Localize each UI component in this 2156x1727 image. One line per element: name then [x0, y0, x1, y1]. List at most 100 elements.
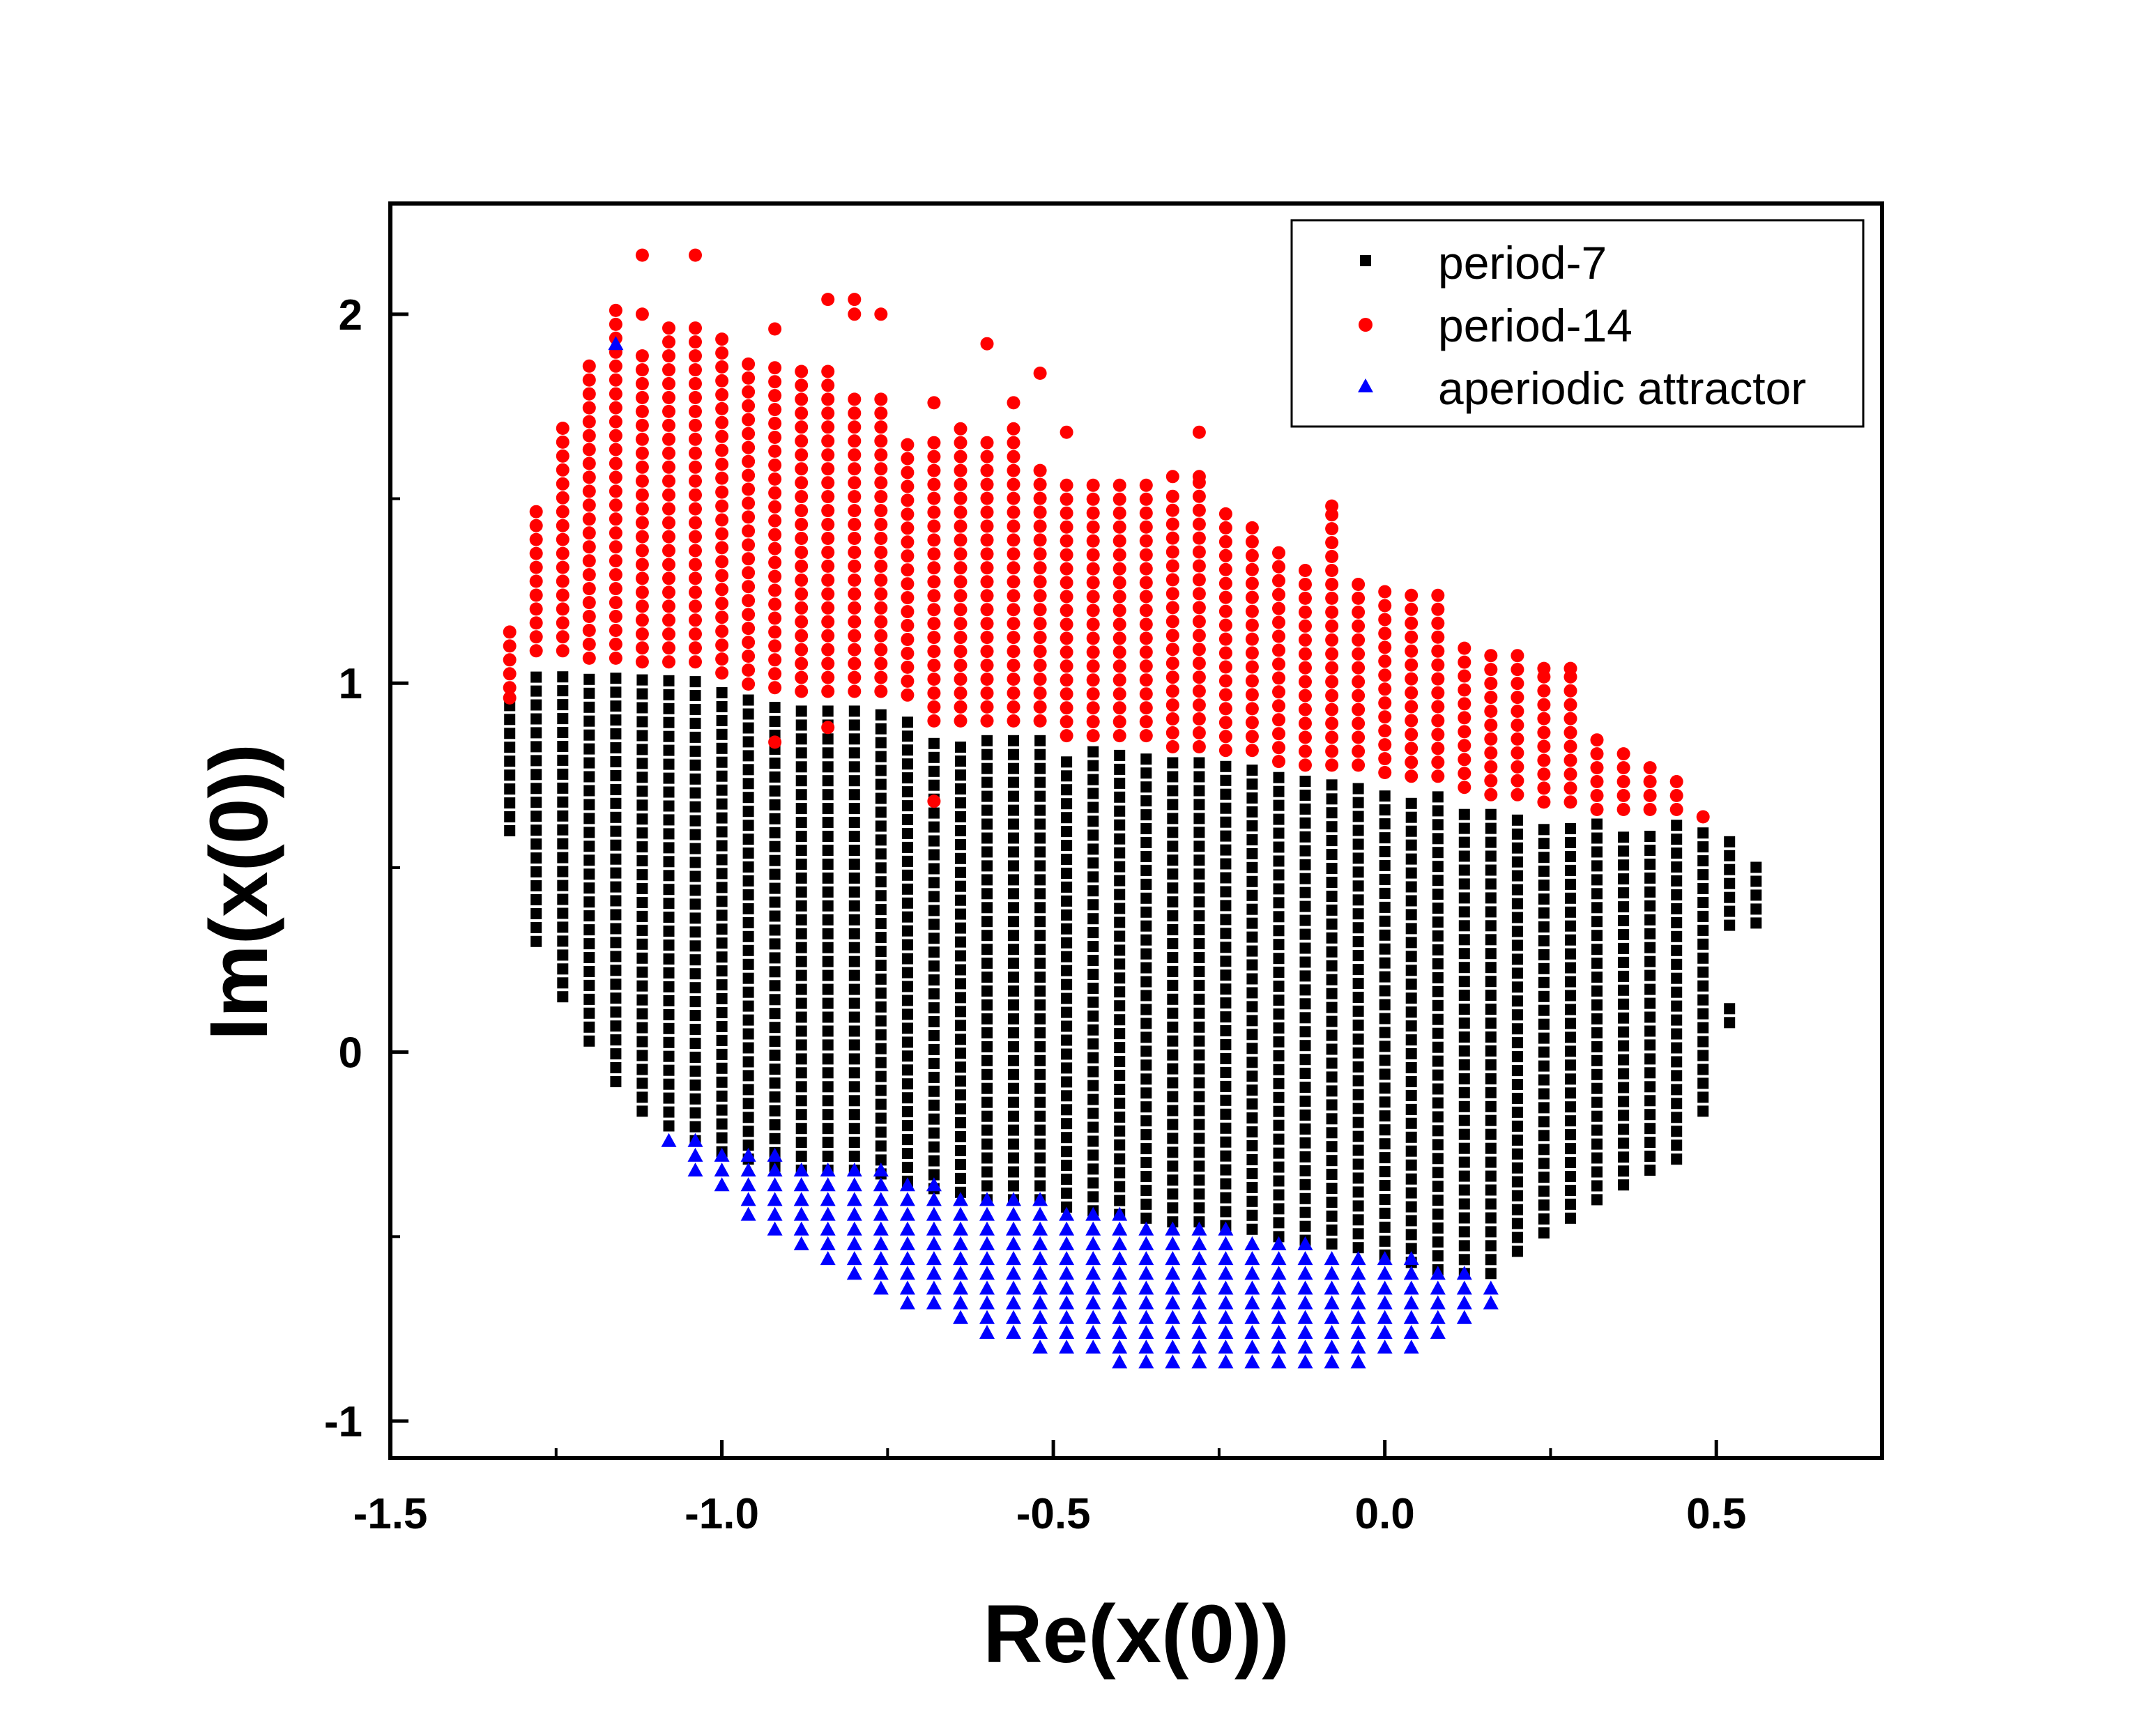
y-tick-label: 1 — [339, 660, 362, 708]
point-period-14 — [848, 307, 862, 321]
point-period-7 — [1326, 1085, 1338, 1097]
point-period-14 — [609, 568, 622, 582]
point-period-7 — [769, 785, 781, 797]
point-period-7 — [1565, 1185, 1576, 1196]
point-aperiodic-attractor — [899, 1295, 915, 1310]
point-period-14 — [1669, 789, 1683, 802]
point-period-7 — [1167, 854, 1179, 866]
point-period-14 — [1113, 604, 1126, 617]
point-aperiodic-attractor — [1085, 1221, 1101, 1236]
point-period-7 — [689, 884, 701, 896]
point-period-7 — [1671, 861, 1683, 873]
point-period-7 — [928, 821, 940, 833]
point-period-14 — [715, 666, 729, 680]
point-period-7 — [848, 1039, 860, 1051]
point-period-7 — [822, 747, 834, 759]
point-period-14 — [1616, 775, 1630, 788]
point-period-7 — [1405, 853, 1417, 865]
point-aperiodic-attractor — [687, 1147, 703, 1162]
point-aperiodic-attractor — [873, 1236, 889, 1250]
point-period-14 — [742, 650, 756, 663]
point-aperiodic-attractor — [1218, 1325, 1234, 1339]
point-period-7 — [504, 755, 516, 767]
point-period-14 — [662, 335, 675, 349]
point-aperiodic-attractor — [899, 1192, 915, 1206]
x-tick-label: -0.5 — [1016, 1490, 1091, 1538]
point-period-7 — [769, 1050, 781, 1061]
point-period-14 — [582, 554, 596, 568]
point-period-7 — [955, 838, 966, 850]
point-period-14 — [1245, 576, 1259, 590]
point-period-7 — [1167, 965, 1179, 977]
point-period-7 — [1405, 811, 1417, 823]
point-period-14 — [1113, 729, 1126, 743]
point-period-14 — [1484, 719, 1498, 732]
point-period-14 — [1007, 673, 1020, 686]
point-period-14 — [848, 504, 862, 518]
point-period-14 — [901, 660, 915, 674]
point-period-14 — [1113, 492, 1126, 506]
point-period-14 — [609, 415, 622, 429]
point-period-7 — [1299, 1068, 1311, 1080]
point-aperiodic-attractor — [1191, 1310, 1207, 1324]
point-period-7 — [1671, 1028, 1683, 1040]
point-period-7 — [1618, 956, 1630, 968]
point-period-7 — [1352, 936, 1364, 948]
point-period-14 — [795, 559, 809, 573]
point-period-7 — [1299, 1082, 1311, 1093]
point-period-14 — [848, 392, 862, 406]
point-period-14 — [1299, 689, 1312, 703]
point-period-7 — [610, 1034, 622, 1046]
point-period-7 — [1405, 825, 1417, 837]
point-period-7 — [822, 1039, 834, 1051]
point-period-14 — [662, 418, 675, 432]
point-period-7 — [1326, 835, 1338, 847]
point-period-14 — [1272, 657, 1285, 671]
point-period-7 — [1485, 864, 1497, 876]
point-period-7 — [1591, 1180, 1603, 1192]
y-tick-label: -1 — [324, 1398, 362, 1446]
point-period-7 — [1432, 1222, 1444, 1234]
point-period-14 — [848, 587, 862, 601]
point-period-14 — [901, 493, 915, 507]
point-aperiodic-attractor — [953, 1192, 968, 1206]
point-period-7 — [901, 855, 913, 867]
point-period-7 — [795, 705, 807, 717]
point-period-7 — [1724, 891, 1736, 903]
point-period-7 — [1246, 1223, 1258, 1235]
point-period-14 — [1352, 578, 1366, 591]
point-aperiodic-attractor — [846, 1221, 862, 1236]
point-period-14 — [1060, 645, 1073, 659]
point-period-14 — [662, 558, 675, 571]
point-period-7 — [610, 867, 622, 879]
point-period-7 — [928, 779, 940, 791]
point-aperiodic-attractor — [1085, 1310, 1101, 1324]
point-period-7 — [1671, 1098, 1683, 1110]
point-period-7 — [795, 1137, 807, 1149]
point-period-7 — [1061, 1104, 1073, 1116]
point-period-7 — [769, 910, 781, 922]
point-period-7 — [1167, 979, 1179, 991]
point-aperiodic-attractor — [1244, 1310, 1260, 1324]
point-aperiodic-attractor — [1112, 1325, 1128, 1339]
point-period-7 — [1697, 1050, 1709, 1061]
point-period-14 — [1564, 739, 1577, 753]
point-period-7 — [716, 784, 728, 796]
point-period-7 — [1485, 808, 1497, 820]
point-period-14 — [1431, 686, 1445, 700]
point-period-7 — [981, 749, 993, 760]
point-aperiodic-attractor — [1218, 1340, 1234, 1354]
point-period-7 — [1114, 1056, 1126, 1067]
point-period-7 — [928, 849, 940, 861]
point-period-14 — [1616, 803, 1630, 816]
point-period-7 — [530, 824, 542, 836]
point-period-7 — [822, 1123, 834, 1135]
point-period-14 — [874, 448, 888, 462]
point-period-7 — [1008, 1180, 1019, 1192]
point-period-7 — [1750, 917, 1762, 929]
point-period-14 — [1060, 590, 1073, 604]
point-period-14 — [1007, 519, 1020, 533]
point-period-7 — [663, 1036, 675, 1048]
point-period-7 — [1140, 837, 1152, 848]
point-period-14 — [848, 518, 862, 531]
